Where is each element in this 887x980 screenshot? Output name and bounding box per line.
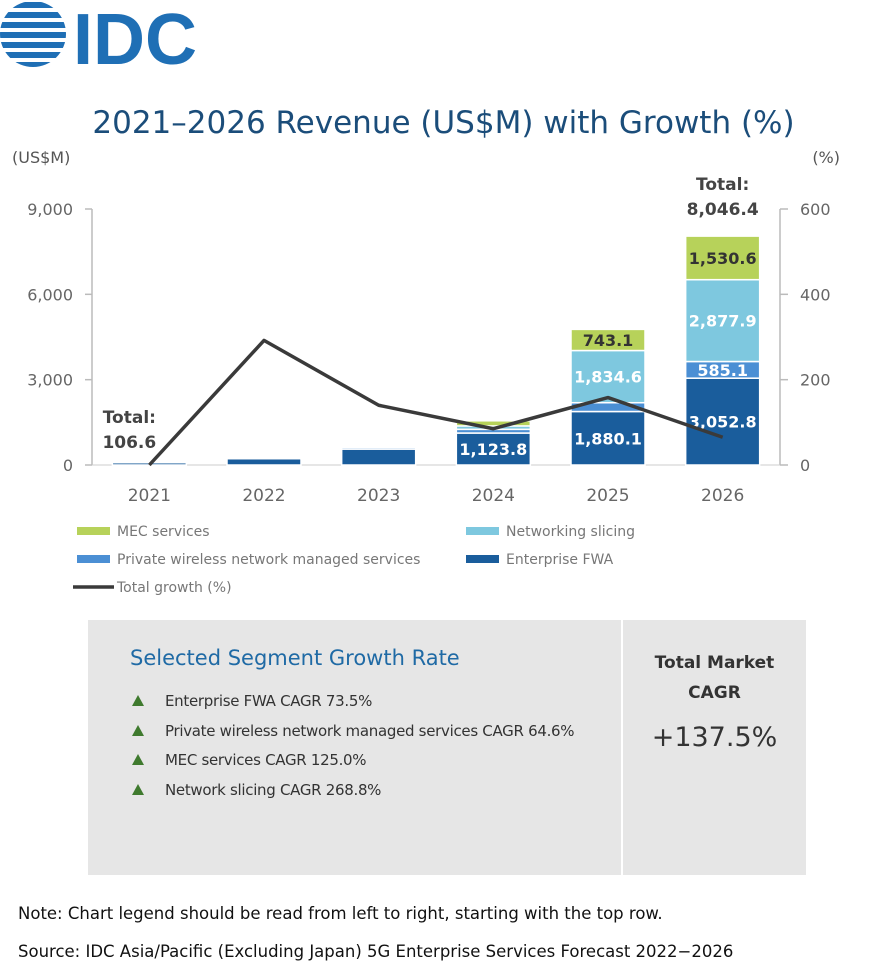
bar-data-label: 1,880.1 [574, 429, 642, 448]
bar-segment [340, 448, 417, 466]
bar-data-label: 1,123.8 [459, 440, 527, 459]
bar-data-label: 743.1 [583, 331, 634, 350]
idc-logo: IDC [0, 0, 197, 80]
bar-segment [455, 420, 532, 427]
total-value: 106.6 [102, 433, 156, 453]
bar-data-label: 1,530.6 [689, 249, 757, 268]
legend-swatch [77, 527, 110, 535]
legend-swatch [77, 555, 110, 563]
bar-segment [226, 457, 302, 460]
growth-line [148, 338, 724, 467]
chart-title: 2021–2026 Revenue (US$M) with Growth (%) [92, 105, 794, 141]
total-market-cagr-value: +137.5% [651, 722, 778, 753]
bar-segment [111, 461, 188, 464]
segment-growth-title: Selected Segment Growth Rate [130, 646, 460, 670]
y2-tick-label: 200 [800, 371, 831, 390]
list-item: Private wireless network managed service… [132, 722, 575, 752]
bar-data-label: 1,834.6 [574, 368, 642, 387]
revenue-chart: 2021–2026 Revenue (US$M) with Growth (%)… [12, 105, 840, 596]
y-tick-label: 0 [63, 456, 73, 475]
growth-panel: Selected Segment Growth Rate Enterprise … [88, 620, 806, 875]
total-label: Total: [103, 408, 156, 428]
bar-data-label: 585.1 [697, 361, 748, 380]
bar-segment [226, 457, 302, 466]
bar-segment [340, 444, 417, 447]
bar-data-label: 3,052.8 [689, 413, 757, 432]
triangle-up-icon [132, 695, 144, 706]
chart-source: Source: IDC Asia/Pacific (Excluding Japa… [18, 942, 734, 961]
x-tick-label: 2024 [472, 486, 515, 506]
triangle-up-icon [132, 724, 144, 736]
legend-label: Total growth (%) [116, 580, 232, 596]
x-tick-label: 2023 [357, 486, 400, 506]
panel-divider [621, 620, 623, 875]
y-axis-label: (US$M) [12, 148, 70, 167]
total-value: 8,046.4 [687, 200, 759, 220]
y2-tick-label: 600 [800, 200, 831, 219]
legend-swatch [466, 527, 499, 535]
bar-segment [684, 278, 761, 363]
list-item: MEC services CAGR 125.0% [132, 751, 574, 781]
legend-label: MEC services [117, 524, 210, 540]
chart-note: Note: Chart legend should be read from l… [18, 904, 663, 923]
total-market-cagr-label: Total Market CAGR [654, 653, 775, 703]
bar-segment [570, 349, 646, 404]
x-tick-label: 2025 [586, 486, 629, 506]
segment-growth-list: Enterprise FWA CAGR 73.5% Private wirele… [132, 692, 575, 811]
legend-label: Enterprise FWA [506, 552, 614, 568]
bar-segment [570, 328, 646, 352]
legend-label: Private wireless network managed service… [117, 552, 420, 568]
y-tick-label: 3,000 [27, 371, 73, 390]
x-tick-label: 2022 [242, 486, 285, 506]
list-item: Enterprise FWA CAGR 73.5% [132, 692, 574, 722]
y2-tick-label: 0 [800, 456, 810, 475]
triangle-up-icon [132, 754, 144, 765]
legend-swatch [466, 555, 499, 563]
total-label: Total: [696, 175, 749, 195]
y2-axis-label: (%) [812, 148, 840, 167]
legend-label: Networking slicing [506, 524, 635, 540]
bar-segment [684, 235, 761, 281]
y2-tick-label: 400 [800, 285, 831, 304]
x-tick-label: 2026 [701, 486, 744, 506]
list-item: Network slicing CAGR 268.8% [132, 781, 574, 811]
globe-icon [0, 2, 66, 67]
bar-data-label: 2,877.9 [689, 312, 757, 331]
y-tick-label: 9,000 [27, 200, 73, 219]
x-tick-label: 2021 [128, 486, 171, 506]
logo-text: IDC [73, 0, 197, 80]
triangle-up-icon [132, 783, 144, 795]
y-tick-label: 6,000 [27, 285, 73, 304]
